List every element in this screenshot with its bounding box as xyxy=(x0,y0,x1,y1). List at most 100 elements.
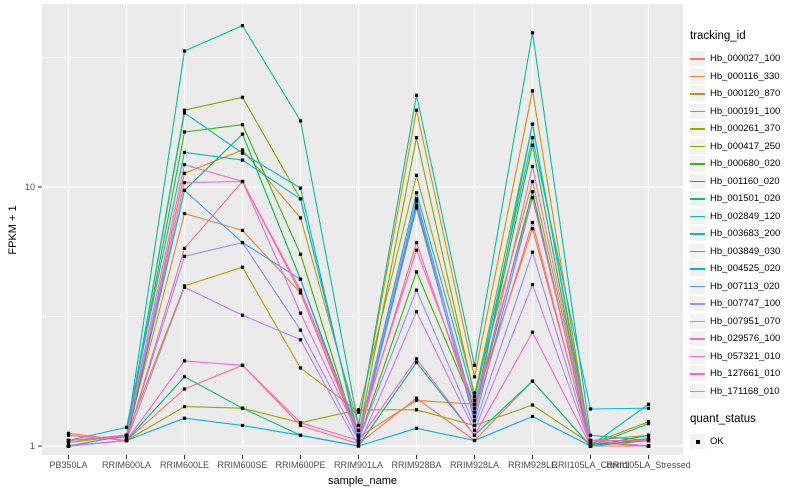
data-point xyxy=(530,179,535,184)
data-point xyxy=(472,433,477,437)
data-point xyxy=(182,150,187,154)
data-point xyxy=(356,444,361,448)
data-point xyxy=(472,375,477,379)
legend-key-box xyxy=(690,68,705,84)
legend-key-line-icon xyxy=(690,163,705,165)
data-point xyxy=(298,288,303,292)
legend-item-Hb_007747_100: Hb_007747_100 xyxy=(690,295,798,313)
legend-item-Hb_007951_070: Hb_007951_070 xyxy=(690,313,798,331)
legend-item-Hb_029576_100: Hb_029576_100 xyxy=(690,330,798,348)
data-point xyxy=(414,288,419,292)
data-point xyxy=(240,406,245,410)
data-point xyxy=(646,438,651,443)
legend-item-Hb_001501_020: Hb_001501_020 xyxy=(690,190,798,208)
data-point xyxy=(182,211,187,216)
x-tick-label: RRIM928LA xyxy=(450,460,499,470)
data-point xyxy=(298,277,303,281)
data-point xyxy=(530,220,535,224)
data-point xyxy=(530,196,535,200)
data-point xyxy=(356,433,361,437)
data-point xyxy=(356,435,361,439)
data-point xyxy=(414,108,419,112)
legend-item-Hb_000027_100: Hb_000027_100 xyxy=(690,50,798,68)
data-point xyxy=(182,111,187,115)
legend-item-Hb_007113_020: Hb_007113_020 xyxy=(690,278,798,296)
data-point xyxy=(530,414,535,419)
legend-label: OK xyxy=(710,436,724,448)
data-point xyxy=(298,216,303,220)
data-point xyxy=(414,248,419,252)
legend-item-quant-ok: OK xyxy=(690,433,798,451)
data-point xyxy=(530,330,535,334)
legend-item-Hb_001160_020: Hb_001160_020 xyxy=(690,173,798,191)
data-point xyxy=(472,402,477,406)
data-point xyxy=(182,405,187,409)
data-point xyxy=(588,444,593,448)
data-point xyxy=(356,410,361,414)
legend-key-box xyxy=(690,103,705,119)
legend-label: Hb_003849_030 xyxy=(710,245,781,257)
data-point xyxy=(588,407,593,411)
data-point xyxy=(182,387,187,391)
data-point xyxy=(356,428,361,432)
legend-item-Hb_000417_250: Hb_000417_250 xyxy=(690,138,798,156)
y-tick-label: 1 xyxy=(30,441,35,451)
legend-label: Hb_000261_370 xyxy=(710,123,781,135)
data-point xyxy=(182,246,187,250)
data-point xyxy=(530,250,535,254)
data-point xyxy=(414,357,419,361)
data-point xyxy=(646,420,651,424)
data-point xyxy=(240,151,245,155)
data-point xyxy=(414,270,419,274)
legend-key-box xyxy=(690,138,705,154)
data-point xyxy=(414,191,419,195)
legend-key-line-icon xyxy=(690,268,705,270)
x-tick-label: RRIM928BA xyxy=(391,460,441,470)
data-point xyxy=(414,136,419,140)
data-point xyxy=(530,122,535,126)
x-tick-label: RRIM600LA xyxy=(102,460,151,470)
legend-label: Hb_171168_010 xyxy=(710,385,780,397)
data-point xyxy=(298,197,303,201)
x-tick-label: RRIM600LE xyxy=(160,460,209,470)
data-point xyxy=(588,433,593,437)
legend-label: Hb_000191_100 xyxy=(710,105,781,117)
data-point xyxy=(646,436,651,440)
data-point xyxy=(414,310,419,314)
data-point xyxy=(646,433,651,437)
data-point xyxy=(356,438,361,443)
data-point xyxy=(356,442,361,446)
data-point xyxy=(240,313,245,317)
legend-item-Hb_127661_010: Hb_127661_010 xyxy=(690,365,798,383)
legend-label: Hb_002849_120 xyxy=(710,210,781,222)
x-tick-label: RRII105LA_Control xyxy=(551,460,629,470)
legend-key-line-icon xyxy=(690,320,705,323)
data-point xyxy=(414,93,419,97)
legend-key-box xyxy=(690,208,705,224)
data-point xyxy=(298,186,303,190)
legend-key-line-icon xyxy=(690,390,705,393)
data-point xyxy=(414,206,419,210)
y-tick-label: 10 xyxy=(25,182,35,192)
data-point xyxy=(240,241,245,245)
legend-label: Hb_001501_020 xyxy=(710,193,781,205)
square-marker-icon xyxy=(695,439,700,444)
data-point xyxy=(240,95,245,99)
data-point xyxy=(472,428,477,432)
data-point xyxy=(414,396,419,400)
legend-key-line-icon xyxy=(690,285,705,288)
legend-key-line-icon xyxy=(690,250,705,253)
data-point xyxy=(124,433,129,437)
x-tick-label: RRIM928LE xyxy=(508,460,557,470)
x-tick-label: RRII105LA_Stressed xyxy=(606,460,691,470)
legend-label: Hb_029576_100 xyxy=(710,333,781,345)
data-point xyxy=(414,241,419,245)
legend-key-line-icon xyxy=(690,338,705,340)
legend-label: Hb_000027_100 xyxy=(710,53,781,65)
data-point xyxy=(240,363,245,367)
data-point xyxy=(530,283,535,287)
legend-key-box xyxy=(690,121,705,137)
legend-label: Hb_004525_020 xyxy=(710,263,781,275)
